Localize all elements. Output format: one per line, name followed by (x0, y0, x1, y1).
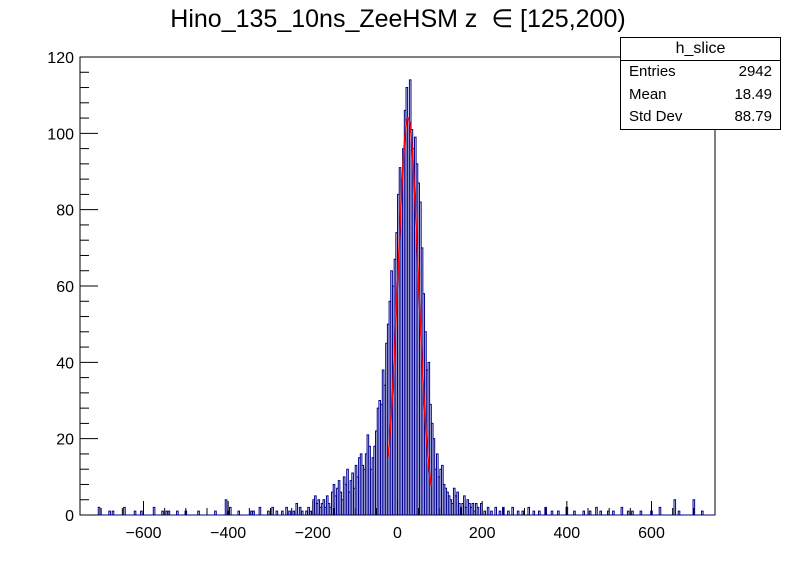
y-tick-label: 20 (56, 432, 74, 449)
x-tick-label: −600 (125, 525, 161, 542)
x-tick-label: 0 (393, 525, 402, 542)
x-tick-label: 200 (469, 525, 496, 542)
stats-row-entries: Entries 2942 (621, 61, 780, 84)
y-tick-label: 40 (56, 355, 74, 372)
y-tick-label: 100 (47, 126, 74, 143)
y-tick-label: 0 (65, 508, 74, 525)
chart-title: Hino_135_10ns_ZeeHSM z ∈ [125,200) (170, 5, 626, 33)
stats-value: 88.79 (734, 108, 772, 125)
x-tick-label: 600 (638, 525, 665, 542)
y-tick-label: 80 (56, 203, 74, 220)
stats-row-stddev: Std Dev 88.79 (621, 106, 780, 129)
stats-box: h_slice Entries 2942 Mean 18.49 Std Dev … (620, 37, 781, 130)
x-tick-label: 400 (553, 525, 580, 542)
histogram-series (80, 79, 715, 516)
stats-label: Entries (629, 63, 676, 80)
gaussian-fit-line (387, 117, 433, 487)
x-axis-ticks: −600 −400 −200 0 200 400 600 (100, 501, 695, 542)
histogram-layer (80, 79, 715, 516)
stats-value: 18.49 (734, 85, 772, 103)
stats-box-title: h_slice (621, 38, 780, 61)
y-tick-label: 60 (56, 279, 74, 296)
y-tick-label: 120 (47, 50, 74, 67)
fit-curve-layer (387, 117, 433, 487)
stats-value: 2942 (738, 63, 772, 80)
stats-label: Std Dev (629, 108, 683, 125)
y-axis-ticks: 0 20 40 60 80 100 120 (47, 50, 98, 525)
x-tick-label: −400 (210, 525, 246, 542)
stats-label: Mean (629, 85, 667, 103)
stats-row-mean: Mean 18.49 (621, 84, 780, 107)
x-tick-label: −200 (295, 525, 331, 542)
